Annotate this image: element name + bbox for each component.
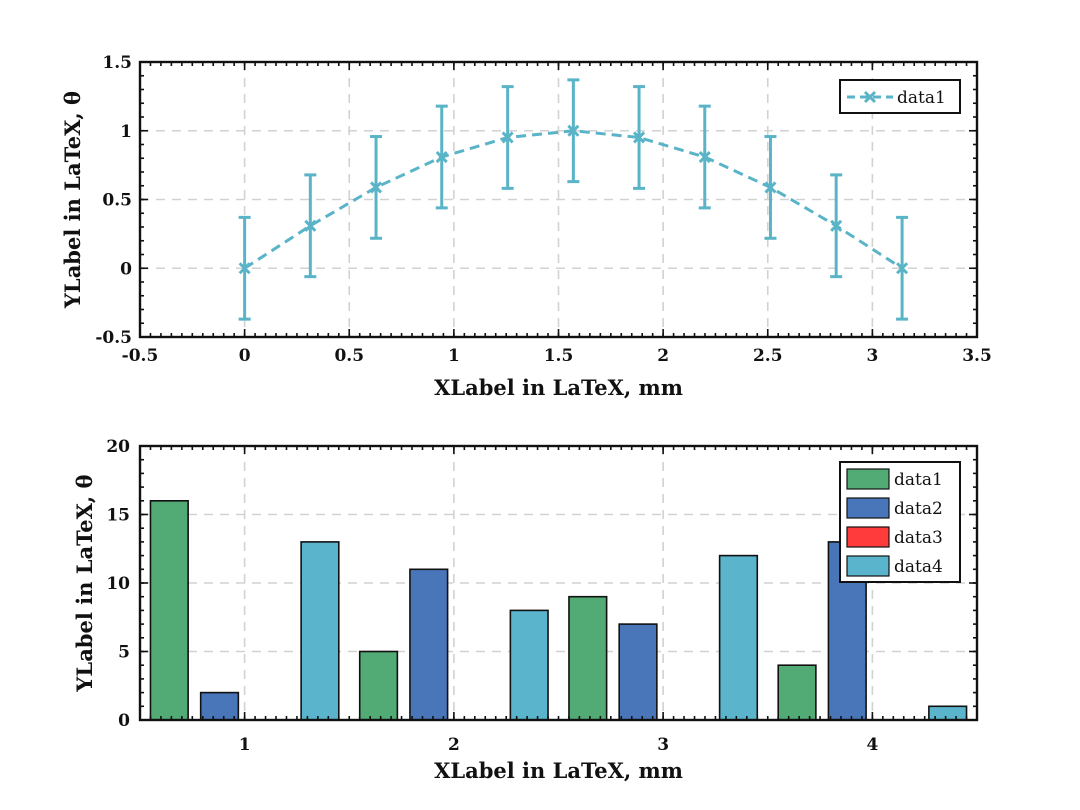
legend-swatch-data3	[846, 526, 890, 548]
x-tick-label: 2.5	[753, 346, 783, 366]
y-tick-label: 0	[118, 711, 130, 731]
line-chart-x-axis-label: XLabel in LaTeX, mm	[434, 375, 683, 400]
x-tick-label: 3	[866, 346, 878, 366]
x-tick-label: 3.5	[962, 346, 992, 366]
bar-chart-x-axis-label: XLabel in LaTeX, mm	[434, 758, 683, 783]
x-tick-label: 1.5	[544, 346, 574, 366]
legend-label-data3: data3	[894, 528, 943, 548]
bar-data1-category-1	[149, 499, 189, 721]
data-point-marker	[830, 219, 843, 232]
data-point-marker	[435, 150, 448, 164]
bar-data1-category-3	[568, 595, 608, 721]
line-chart: -0.5 0 0.5 1 1.5 2 2.5 3 3.5 -0.5 0 0.5 1 1.5 data1 X…	[60, 53, 992, 400]
legend-swatch-data2	[846, 497, 890, 519]
legend-label-data2: data2	[894, 499, 943, 519]
bar-data2-category-3	[618, 623, 658, 721]
y-tick-label: 0.5	[102, 191, 132, 211]
line-chart-legend-marker	[863, 90, 877, 104]
bar-data2-category-1	[199, 691, 240, 721]
data-point-marker	[238, 262, 251, 275]
data-point-marker	[304, 219, 317, 232]
y-tick-label: 5	[118, 643, 130, 663]
bar-data4-category-3	[718, 554, 759, 721]
bar-chart: 1 2 3 4 0 5 10 15 20 data1 data2 data3 data4 XLabel…	[72, 437, 979, 783]
bar-data2-category-2	[409, 568, 449, 721]
legend-swatch-data4	[846, 555, 890, 577]
data-point-marker	[764, 181, 777, 194]
bar-chart-bars	[149, 499, 968, 721]
legend-swatch-data1	[846, 468, 890, 490]
line-chart-y-axis-label: YLabel in LaTeX, θ	[60, 91, 85, 309]
bar-chart-y-axis-label: YLabel in LaTeX, θ	[72, 474, 97, 692]
data-point-marker	[567, 124, 580, 137]
y-tick-label: 20	[106, 437, 130, 457]
line-chart-legend-label: data1	[897, 88, 946, 108]
bar-chart-legend[interactable]: data1 data2 data3 data4	[839, 461, 961, 583]
data-point-marker	[633, 131, 646, 144]
data-point-marker	[698, 150, 711, 164]
bar-data4-category-2	[509, 609, 549, 721]
y-tick-label: -0.5	[95, 328, 132, 348]
bar-data1-category-2	[358, 650, 399, 721]
x-tick-label: 1	[239, 735, 251, 755]
x-tick-label: 2	[448, 735, 460, 755]
x-tick-label: 3	[657, 735, 669, 755]
x-tick-label: 0.5	[334, 346, 364, 366]
line-chart-series	[238, 78, 909, 321]
y-tick-label: 15	[106, 506, 130, 526]
x-tick-label: -0.5	[122, 346, 159, 366]
y-tick-label: 0	[120, 259, 132, 279]
data-point-marker	[896, 262, 909, 275]
data-point-marker	[501, 131, 514, 144]
line-chart-legend[interactable]: data1	[839, 79, 961, 114]
x-tick-label: 1	[448, 346, 460, 366]
legend-label-data4: data4	[894, 557, 943, 577]
bar-data1-category-4	[777, 664, 817, 721]
x-tick-label: 0	[239, 346, 251, 366]
y-tick-label: 10	[106, 574, 130, 594]
data-point-marker	[369, 181, 383, 194]
legend-label-data1: data1	[894, 470, 943, 490]
x-tick-label: 2	[657, 346, 669, 366]
x-tick-label: 4	[866, 735, 878, 755]
y-tick-label: 1.5	[102, 53, 132, 73]
line-chart-ticks: -0.5 0 0.5 1 1.5 2 2.5 3 3.5 -0.5 0 0.5 1 1.5	[95, 53, 991, 366]
y-tick-label: 1	[120, 122, 132, 142]
bar-chart-ticks: 1 2 3 4 0 5 10 15 20	[106, 437, 978, 755]
bar-data4-category-1	[300, 541, 340, 721]
